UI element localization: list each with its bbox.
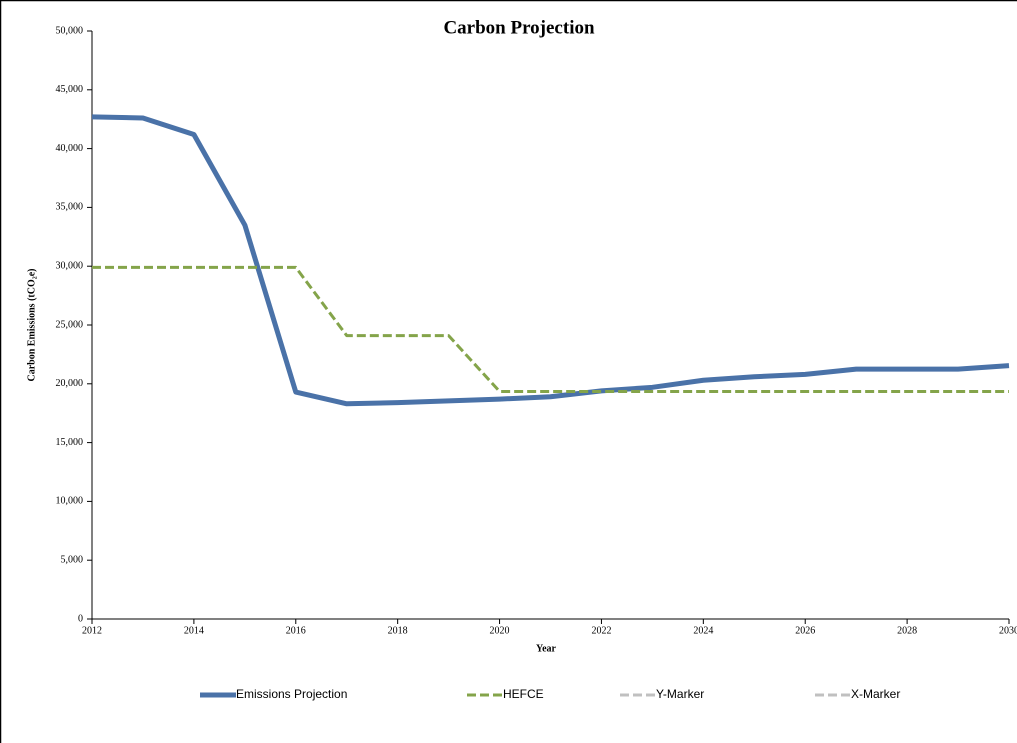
y-tick-label: 5,000 — [61, 554, 84, 565]
x-tick-label: 2018 — [388, 625, 408, 636]
x-tick-label: 2022 — [591, 625, 611, 636]
x-tick-label: 2020 — [490, 625, 510, 636]
x-tick-label: 2028 — [897, 625, 917, 636]
legend-label: Emissions Projection — [236, 687, 347, 701]
y-tick-label: 30,000 — [56, 260, 84, 271]
y-tick-label: 45,000 — [56, 84, 84, 95]
legend-label: HEFCE — [503, 687, 544, 701]
x-axis-label: Year — [536, 643, 557, 654]
x-tick-label: 2026 — [795, 625, 815, 636]
series-line — [91, 114, 1010, 407]
x-tick-label: 2014 — [184, 625, 204, 636]
x-tick-label: 2024 — [693, 625, 713, 636]
y-tick-label: 20,000 — [56, 378, 84, 389]
x-tick-label: 2016 — [286, 625, 306, 636]
chart-title: Carbon Projection — [443, 17, 595, 38]
y-tick-label: 50,000 — [56, 25, 84, 36]
y-tick-label: 0 — [78, 613, 83, 624]
legend-label: Y-Marker — [656, 687, 704, 701]
y-tick-label: 25,000 — [56, 319, 84, 330]
series-line — [92, 265, 1009, 393]
y-tick-label: 15,000 — [56, 437, 84, 448]
y-axis-label: Carbon Emissions (tCO₂e) — [26, 268, 37, 381]
y-tick-label: 40,000 — [56, 143, 84, 154]
y-tick-label: 35,000 — [56, 202, 84, 213]
legend-label: X-Marker — [851, 687, 900, 701]
x-tick-label: 2012 — [82, 625, 102, 636]
x-tick-label: 2030 — [999, 625, 1017, 636]
y-tick-label: 10,000 — [56, 496, 84, 507]
